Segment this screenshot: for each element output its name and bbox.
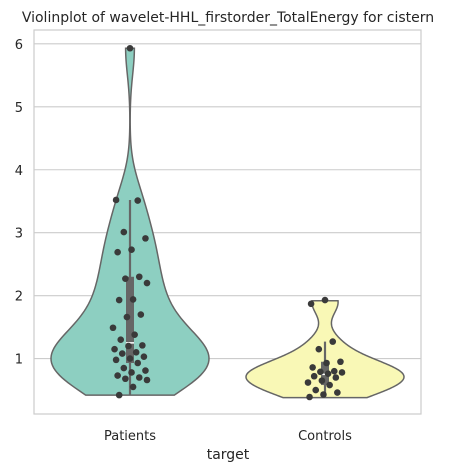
data-point [338, 369, 346, 376]
data-point [334, 389, 341, 396]
data-point [140, 353, 148, 361]
data-point [131, 331, 138, 338]
y-tick-label: 2 [15, 290, 23, 305]
data-point [306, 393, 313, 401]
data-point [134, 197, 142, 204]
data-point [330, 367, 338, 375]
data-point [143, 279, 151, 287]
data-point [122, 375, 129, 383]
data-point [112, 196, 120, 204]
data-point [312, 386, 320, 394]
x-axis-ticks: Patients Controls [104, 429, 352, 444]
data-point [310, 372, 318, 380]
data-point [123, 313, 131, 321]
data-point [309, 364, 316, 371]
data-point [112, 356, 120, 364]
violins [50, 44, 405, 401]
data-point [139, 342, 146, 349]
y-tick-label: 1 [15, 353, 23, 368]
data-point [323, 359, 330, 367]
data-point [115, 391, 123, 399]
data-point [120, 228, 128, 236]
data-point [128, 369, 135, 376]
data-point [114, 248, 121, 256]
data-point [143, 376, 151, 384]
data-point [109, 324, 117, 332]
data-point [115, 296, 123, 304]
data-point [337, 358, 344, 366]
data-point [134, 359, 142, 367]
violin-controls [245, 296, 405, 401]
y-tick-label: 3 [15, 227, 23, 242]
data-point [117, 336, 125, 344]
y-tick-label: 4 [15, 164, 23, 179]
data-point [111, 345, 118, 353]
data-point [326, 381, 333, 389]
iqr-box [126, 276, 134, 364]
data-point [320, 391, 327, 398]
data-point [137, 311, 145, 318]
data-point [304, 379, 312, 386]
data-point [135, 374, 143, 381]
data-point [329, 338, 337, 345]
y-tick-label: 5 [15, 101, 23, 116]
data-point [128, 246, 135, 253]
data-point [125, 342, 132, 350]
y-axis-ticks: 1 2 3 4 5 6 [15, 38, 23, 368]
data-point [321, 296, 329, 304]
x-tick-label: Patients [104, 429, 156, 444]
data-point [129, 383, 137, 391]
data-point [126, 44, 134, 52]
x-tick-label: Controls [298, 429, 352, 444]
data-point [129, 296, 137, 303]
violin-patients [50, 44, 210, 399]
chart-title: Violinplot of wavelet-HHL_firstorder_Tot… [22, 10, 434, 26]
data-point [142, 367, 149, 374]
data-point [315, 345, 323, 353]
data-point [332, 374, 340, 381]
data-point [142, 235, 149, 242]
data-point [132, 349, 140, 356]
data-point [317, 368, 324, 376]
data-point [114, 372, 121, 379]
data-point [135, 273, 143, 281]
data-point [118, 350, 126, 357]
plot-frame [33, 29, 422, 415]
data-point [122, 275, 129, 282]
data-point [120, 364, 128, 372]
y-tick-label: 6 [15, 38, 23, 53]
data-point [307, 300, 315, 308]
x-axis-label: target [207, 447, 250, 463]
data-point [126, 355, 134, 362]
data-point [324, 370, 332, 378]
data-point [318, 377, 326, 384]
